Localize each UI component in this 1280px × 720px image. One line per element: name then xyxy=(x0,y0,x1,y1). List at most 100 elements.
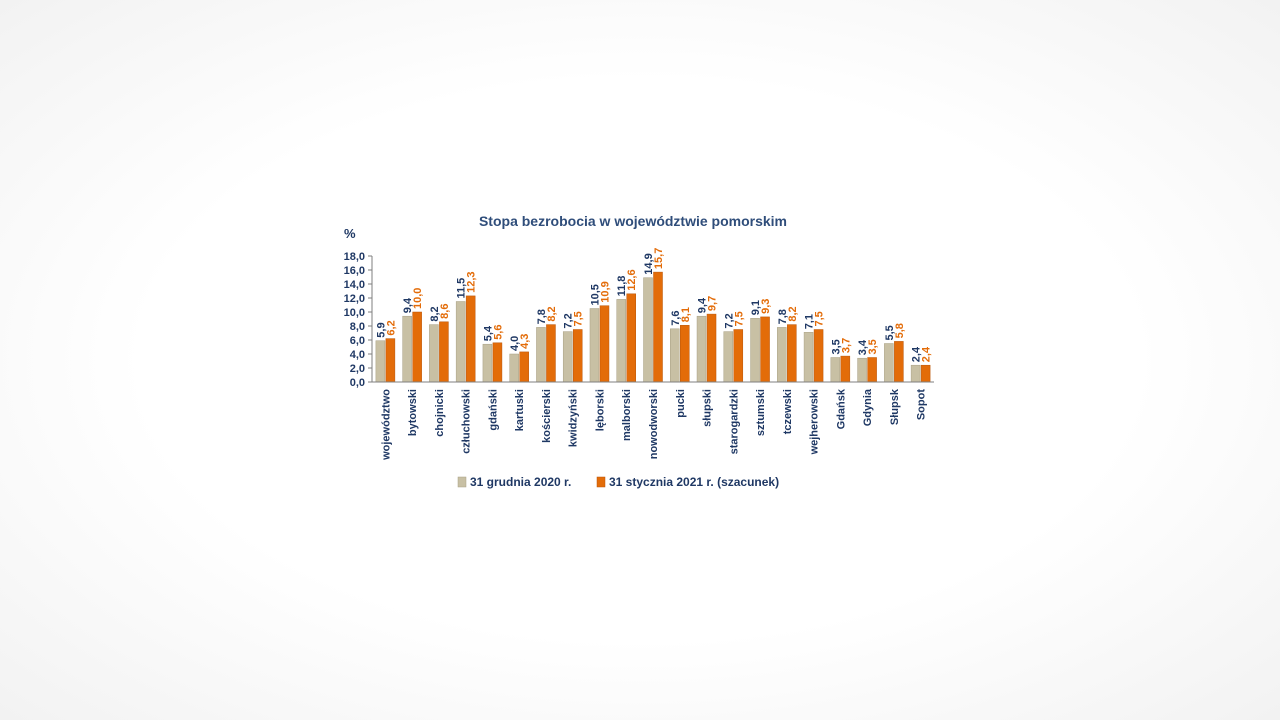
value-label-2020: 4,0 xyxy=(509,336,521,351)
bar-2020 xyxy=(509,353,519,383)
value-label-2021: 7,5 xyxy=(733,311,745,326)
category-label: starogardzki xyxy=(728,389,740,454)
value-label-2021: 2,4 xyxy=(921,346,933,362)
value-label-2020: 11,8 xyxy=(616,276,628,297)
y-tick-label: 4,0 xyxy=(350,349,365,361)
value-label-2020: 7,1 xyxy=(804,314,816,329)
legend: 31 grudnia 2020 r. 31 stycznia 2021 r. (s… xyxy=(457,475,779,489)
value-label-2021: 8,6 xyxy=(439,304,451,319)
category-label: Gdynia xyxy=(862,388,874,426)
value-label-2021: 6,2 xyxy=(385,320,397,335)
bar-2020 xyxy=(536,327,546,383)
category-label: sztumski xyxy=(755,389,767,436)
value-label-2021: 8,1 xyxy=(680,307,692,322)
bar-2020 xyxy=(777,327,787,383)
value-label-2020: 7,2 xyxy=(723,313,735,328)
bar-2021 xyxy=(439,321,449,383)
bar-2021 xyxy=(760,316,770,383)
bar-2020 xyxy=(616,299,626,383)
value-label-2021: 12,6 xyxy=(626,269,638,290)
bar-2020 xyxy=(830,357,841,383)
bar-2021 xyxy=(546,324,556,383)
bar-2021 xyxy=(385,338,396,383)
bar-2020 xyxy=(696,315,707,383)
value-label-2021: 7,5 xyxy=(814,311,826,326)
category-label: pucki xyxy=(675,389,687,418)
bar-2021 xyxy=(813,329,824,383)
bar-2020 xyxy=(750,318,760,383)
legend-swatch-2020 xyxy=(457,476,467,488)
chart-title: Stopa bezrobocia w województwie pomorski… xyxy=(479,213,787,229)
category-label: kwidzyński xyxy=(568,389,580,447)
value-label-2020: 9,4 xyxy=(402,297,414,313)
value-label-2020: 7,8 xyxy=(536,309,548,324)
y-tick-label: 12,0 xyxy=(344,293,365,305)
bar-2020 xyxy=(402,315,412,383)
bar-2021 xyxy=(733,329,744,383)
bar-2020 xyxy=(482,343,493,383)
category-label: kartuski xyxy=(514,389,526,431)
bar-2020 xyxy=(884,343,894,383)
legend-label-2020: 31 grudnia 2020 r. xyxy=(470,475,571,489)
category-label: tczewski xyxy=(782,389,794,434)
bar-2021 xyxy=(680,325,690,383)
y-tick-label: 8,0 xyxy=(350,321,365,333)
bar-2020 xyxy=(562,331,573,383)
y-tick-label: 0,0 xyxy=(350,377,365,389)
value-label-2021: 12,3 xyxy=(466,271,478,292)
category-label: wejherowski xyxy=(809,389,821,455)
value-label-2020: 5,5 xyxy=(884,325,896,340)
bar-2021 xyxy=(465,295,476,383)
category-label: gdański xyxy=(487,389,499,431)
bar-2020 xyxy=(429,324,439,383)
y-unit-label: % xyxy=(344,226,356,241)
category-label: lęborski xyxy=(594,389,606,431)
value-label-2020: 7,6 xyxy=(670,311,682,326)
bars: 5,96,29,410,08,28,611,512,35,45,64,04,37… xyxy=(375,248,933,383)
value-label-2021: 8,2 xyxy=(546,306,558,321)
category-label: chojnicki xyxy=(434,389,446,437)
value-label-2020: 3,5 xyxy=(830,339,842,354)
value-label-2021: 8,2 xyxy=(787,306,799,321)
value-label-2020: 5,4 xyxy=(482,325,494,341)
x-axis: województwo bytowski chojnicki człuchowski g… xyxy=(372,381,934,461)
category-label: nowodworski xyxy=(648,389,660,459)
bar-2020 xyxy=(803,332,814,383)
legend-swatch-2021 xyxy=(596,476,606,488)
bar-2021 xyxy=(706,313,717,383)
value-label-2020: 11,5 xyxy=(456,278,468,299)
value-label-2020: 14,9 xyxy=(643,253,655,274)
value-label-2021: 5,8 xyxy=(894,323,906,338)
bar-2021 xyxy=(787,324,797,383)
category-label: człuchowski xyxy=(461,389,473,454)
bar-2021 xyxy=(894,341,904,383)
category-label: bytowski xyxy=(407,389,419,436)
bar-2021 xyxy=(653,271,663,383)
bar-2021 xyxy=(492,342,503,383)
y-tick-label: 2,0 xyxy=(350,363,365,375)
value-label-2021: 15,7 xyxy=(653,248,665,269)
value-label-2021: 10,0 xyxy=(412,288,424,309)
bar-2021 xyxy=(412,311,422,383)
y-axis: 0,0 2,0 4,0 6,0 8,0 10,0 12,0 14,0 16,0 18,0 xyxy=(344,251,373,389)
bar-2021 xyxy=(867,357,877,383)
bar-2020 xyxy=(670,328,680,383)
bar-2020 xyxy=(723,331,734,383)
value-label-2021: 3,5 xyxy=(867,339,879,354)
value-label-2021: 4,3 xyxy=(519,334,531,349)
category-label: kościerski xyxy=(541,389,553,443)
value-label-2021: 3,7 xyxy=(840,338,852,353)
value-label-2020: 2,4 xyxy=(911,346,923,362)
value-label-2020: 10,5 xyxy=(589,284,601,305)
value-label-2020: 5,9 xyxy=(375,322,387,337)
y-tick-label: 10,0 xyxy=(344,307,365,319)
bar-2020 xyxy=(857,357,867,383)
bar-2020 xyxy=(589,308,600,383)
value-label-2020: 3,4 xyxy=(857,339,869,355)
y-tick-label: 16,0 xyxy=(344,265,365,277)
bar-2020 xyxy=(455,301,466,383)
category-label: malborski xyxy=(621,389,633,441)
value-label-2021: 9,3 xyxy=(760,299,772,314)
